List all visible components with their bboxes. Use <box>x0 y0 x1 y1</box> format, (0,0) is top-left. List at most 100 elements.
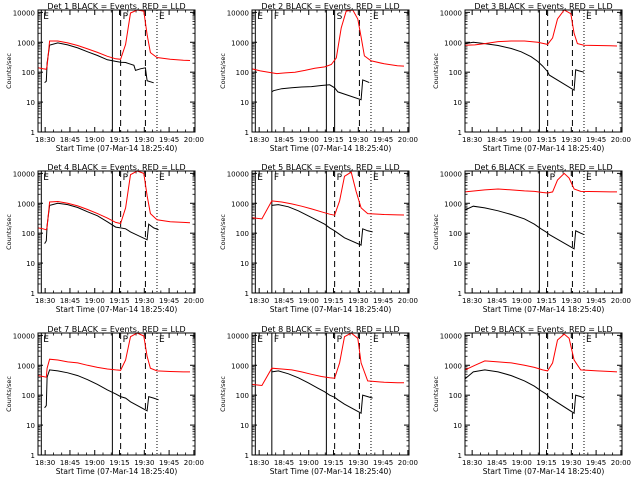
marker-label: P <box>123 173 129 183</box>
y-tick-label: 100 <box>449 230 462 238</box>
x-tick-label: 18:45 <box>60 459 80 467</box>
y-tick-label: 1000 <box>444 362 462 370</box>
y-tick-label: 1000 <box>444 39 462 47</box>
marker-label: E <box>159 335 165 345</box>
x-tick-label: 18:45 <box>60 297 80 305</box>
marker-label: F <box>274 335 279 345</box>
y-tick-label: 1 <box>245 452 249 460</box>
series-line-events <box>271 370 373 415</box>
panel-det-1: 1 10 100 1000 10000 18:30 18:45 19:00 19:15 19:30… <box>5 2 204 153</box>
x-tick-label: 20:00 <box>398 136 418 144</box>
series-line-lld <box>38 333 190 378</box>
x-tick-label: 19:45 <box>373 136 393 144</box>
panel-det-8: 1 10 100 1000 10000 18:30 18:45 19:00 19:15 19:30… <box>219 325 418 476</box>
x-tick-label: 18:30 <box>35 459 55 467</box>
y-axis-label: Counts/sec <box>219 214 227 250</box>
panel-det-6: 1 10 100 1000 10000 18:30 18:45 19:00 19:15 19:30… <box>432 163 631 314</box>
marker-label: E <box>373 12 379 22</box>
x-tick-label: 19:15 <box>536 136 556 144</box>
y-tick-label: 10 <box>26 422 35 430</box>
y-tick-label: 100 <box>22 230 35 238</box>
plot-frame <box>464 332 623 456</box>
x-tick-label: 19:15 <box>323 136 343 144</box>
x-tick-label: 19:00 <box>299 459 319 467</box>
x-tick-label: 19:30 <box>348 297 368 305</box>
marker-label: P <box>337 173 343 183</box>
y-tick-label: 1000 <box>17 200 35 208</box>
x-tick-label: 18:30 <box>249 297 269 305</box>
y-tick-label: 100 <box>449 69 462 77</box>
y-tick-label: 1000 <box>231 200 249 208</box>
y-tick-label: 10000 <box>227 9 249 17</box>
x-tick-label: 20:00 <box>611 297 631 305</box>
x-axis-label: Start Time (07-Mar-14 18:25:40) <box>270 467 392 476</box>
y-tick-label: 10000 <box>440 170 462 178</box>
marker-label: E <box>159 173 165 183</box>
x-tick-label: 20:00 <box>611 136 631 144</box>
y-tick-label: 1 <box>458 129 462 137</box>
y-tick-label: 10000 <box>227 170 249 178</box>
y-axis-label: Counts/sec <box>5 376 13 412</box>
y-tick-label: 10000 <box>227 332 249 340</box>
x-axis-label: Start Time (07-Mar-14 18:25:40) <box>56 467 178 476</box>
y-tick-label: 10 <box>453 99 462 107</box>
y-axis-label: Counts/sec <box>432 214 440 250</box>
x-tick-label: 19:30 <box>561 136 581 144</box>
y-axis-label: Counts/sec <box>432 376 440 412</box>
x-tick-label: 19:00 <box>85 297 105 305</box>
x-axis-label: Start Time (07-Mar-14 18:25:40) <box>483 144 605 153</box>
series-line-lld <box>252 171 405 220</box>
x-tick-label: 18:45 <box>60 136 80 144</box>
y-tick-label: 1 <box>245 129 249 137</box>
marker-label: S <box>337 12 343 22</box>
series-line-events <box>465 205 585 250</box>
marker-label: P <box>550 173 556 183</box>
x-tick-label: 19:45 <box>373 297 393 305</box>
y-tick-label: 1 <box>31 452 35 460</box>
y-tick-label: 1 <box>31 129 35 137</box>
chart-title: Det 6 BLACK = Events, RED = LLD <box>474 163 612 172</box>
y-tick-label: 10 <box>26 260 35 268</box>
plot-frame <box>464 170 623 294</box>
y-axis-label: Counts/sec <box>432 53 440 89</box>
series-line-lld <box>465 172 617 194</box>
x-tick-label: 18:45 <box>274 297 294 305</box>
x-axis-label: Start Time (07-Mar-14 18:25:40) <box>56 144 178 153</box>
marker-label: E <box>373 335 379 345</box>
x-tick-label: 20:00 <box>184 297 204 305</box>
plot-frame <box>464 9 623 133</box>
plot-frame <box>251 9 410 133</box>
marker-label: E <box>257 335 263 345</box>
x-tick-label: 19:15 <box>323 459 343 467</box>
panel-det-7: 1 10 100 1000 10000 18:30 18:45 19:00 19:15 19:30… <box>5 325 204 476</box>
marker-label: P <box>123 12 129 22</box>
plot-frame <box>251 170 410 294</box>
panel-det-9: 1 10 100 1000 10000 18:30 18:45 19:00 19:15 19:30… <box>432 325 631 476</box>
y-tick-label: 1 <box>458 452 462 460</box>
series-line-lld <box>252 10 405 75</box>
y-tick-label: 10 <box>240 99 249 107</box>
marker-label: E <box>586 173 592 183</box>
marker-label: E <box>257 12 263 22</box>
chart-title: Det 5 BLACK = Events, RED = LLD <box>261 163 399 172</box>
x-tick-label: 19:15 <box>109 136 129 144</box>
y-tick-label: 10000 <box>440 332 462 340</box>
marker-label: E <box>43 12 49 22</box>
marker-label: P <box>123 335 129 345</box>
series-line-events <box>465 41 585 92</box>
x-axis-label: Start Time (07-Mar-14 18:25:40) <box>270 144 392 153</box>
chart-title: Det 7 BLACK = Events, RED = LLD <box>47 325 185 334</box>
x-tick-label: 19:00 <box>512 136 532 144</box>
y-tick-label: 100 <box>236 392 249 400</box>
y-tick-label: 1000 <box>17 39 35 47</box>
x-tick-label: 19:30 <box>561 459 581 467</box>
chart-title: Det 3 BLACK = Events, RED = LLD <box>474 2 612 11</box>
x-tick-label: 19:15 <box>323 297 343 305</box>
x-tick-label: 18:45 <box>487 459 507 467</box>
x-tick-label: 19:00 <box>299 136 319 144</box>
series-line-lld <box>465 10 618 47</box>
panel-det-4: 1 10 100 1000 10000 18:30 18:45 19:00 19:15 19:30… <box>5 163 204 314</box>
chart-title: Det 8 BLACK = Events, RED = LLD <box>261 325 399 334</box>
